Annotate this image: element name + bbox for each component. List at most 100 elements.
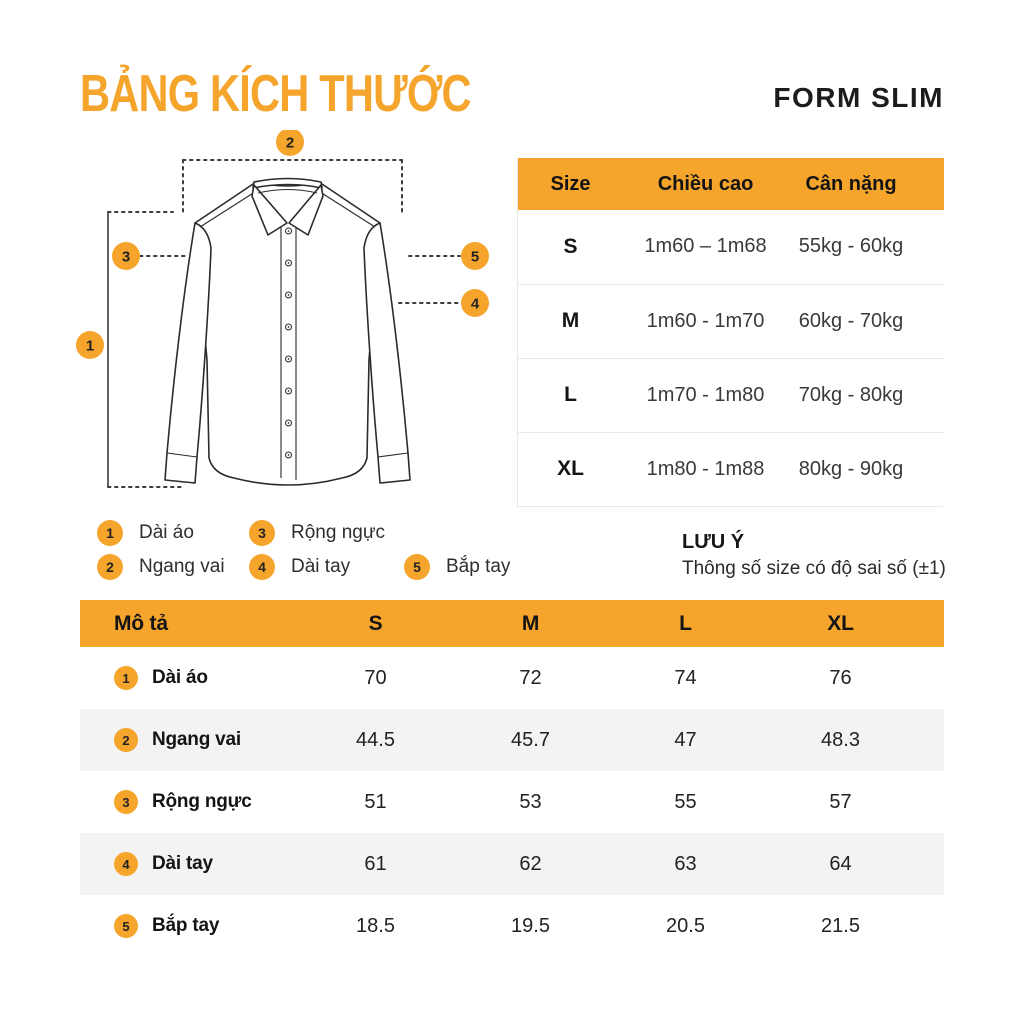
col-header-xl: XL [763, 600, 918, 647]
value-cell: 44.5 [298, 709, 453, 771]
table-row-rong-nguc: 3 Rộng ngực 51 53 55 57 [80, 771, 944, 833]
shirt-collar [251, 177, 324, 236]
value-cell: 21.5 [821, 914, 860, 937]
weight-cell: 70kg - 80kg [788, 357, 944, 432]
spacer-cell [918, 647, 944, 709]
note-block: LƯU Ý Thông số size có độ sai số (±1) [682, 531, 946, 580]
note-title: LƯU Ý [682, 531, 745, 553]
shirt-right-sleeve [363, 222, 411, 484]
col-header-description: Mô tả [80, 600, 298, 647]
size-table: Size Chiều cao Cân nặng S 1m60 – 1m68 55… [518, 158, 944, 506]
legend-label: Bắp tay [446, 556, 511, 577]
weight-cell: 55kg - 60kg [788, 210, 944, 284]
col-header-weight: Cân nặng [788, 158, 944, 210]
header-spacer [918, 600, 944, 647]
legend-item-ngang-vai: 2 Ngang vai [97, 554, 225, 580]
diagram-marker-2: 2 [276, 130, 304, 156]
col-header-m: M [453, 600, 608, 647]
row-label: 5 Bắp tay [80, 914, 298, 938]
value-cell: 47 [608, 709, 763, 771]
legend-label: Rộng ngực [291, 522, 386, 543]
value-cell: 45.7 [453, 709, 608, 771]
shirt-placket [280, 223, 297, 480]
size-cell: S [518, 210, 623, 284]
dimension-guides [107, 159, 462, 488]
value-cell: 20.5 [666, 914, 705, 937]
row-label: 2 Ngang vai [80, 728, 298, 752]
value-cell: 63 [608, 833, 763, 895]
value-cell: 53 [519, 790, 542, 813]
value-cell: 72 [519, 666, 542, 689]
legend-label: Dài áo [139, 522, 194, 543]
marker-badge-4: 4 [114, 852, 138, 876]
size-table-header-row: Size Chiều cao Cân nặng [518, 158, 944, 210]
table-row-dai-tay: 4 Dài tay 61 62 63 64 [80, 833, 944, 895]
table-row-bap-tay: 5 Bắp tay 18.5 19.5 20.5 21.5 [80, 895, 944, 957]
note-text: Thông số size có độ sai số (±1) [682, 558, 946, 579]
value-cell: 18.5 [356, 914, 395, 937]
marker-badge-3: 3 [249, 520, 275, 546]
spacer-cell [918, 895, 944, 957]
legend-item-rong-nguc: 3 Rộng ngực [249, 520, 385, 546]
legend-label: Dài tay [291, 556, 351, 577]
legend-item-bap-tay: 5 Bắp tay [404, 554, 510, 580]
weight-cell: 60kg - 70kg [788, 283, 944, 358]
size-cell: L [518, 357, 623, 432]
spacer-cell [918, 833, 944, 895]
table-row-size-l: L 1m70 - 1m80 70kg - 80kg [518, 357, 944, 432]
value-cell: 61 [298, 833, 453, 895]
size-table-container: Size Chiều cao Cân nặng S 1m60 – 1m68 55… [517, 158, 944, 507]
legend-label: Ngang vai [139, 556, 225, 577]
value-cell: 64 [763, 833, 918, 895]
table-row-dai-ao: 1 Dài áo 70 72 74 76 [80, 647, 944, 709]
form-style-label: FORM SLIM [773, 82, 944, 113]
value-cell: 57 [829, 790, 852, 813]
legend-item-dai-tay: 4 Dài tay [249, 554, 350, 580]
size-cell: M [518, 283, 623, 358]
height-cell: 1m70 - 1m80 [623, 357, 788, 432]
svg-text:2: 2 [286, 135, 294, 152]
value-cell: 48.3 [763, 709, 918, 771]
marker-badge-5: 5 [404, 554, 430, 580]
height-cell: 1m60 - 1m70 [623, 283, 788, 358]
diagram-marker-1: 1 [76, 331, 104, 359]
measurement-header-row: Mô tả S M L XL [80, 600, 944, 647]
value-cell: 76 [829, 666, 852, 689]
table-row-ngang-vai: 2 Ngang vai 44.5 45.7 47 48.3 [80, 709, 944, 771]
value-cell: 70 [364, 666, 387, 689]
marker-badge-2: 2 [114, 728, 138, 752]
value-cell: 51 [364, 790, 387, 813]
svg-text:1: 1 [86, 338, 94, 355]
value-cell: 62 [453, 833, 608, 895]
value-cell: 19.5 [511, 914, 550, 937]
svg-text:3: 3 [122, 249, 130, 266]
col-header-l: L [608, 600, 763, 647]
col-header-s: S [298, 600, 453, 647]
table-row-size-s: S 1m60 – 1m68 55kg - 60kg [518, 210, 944, 284]
measurement-table: Mô tả S M L XL 1 Dài áo 70 72 74 76 [80, 600, 944, 957]
marker-badge-2: 2 [97, 554, 123, 580]
col-header-height: Chiều cao [623, 158, 788, 210]
row-label: 3 Rộng ngực [80, 790, 298, 814]
height-cell: 1m60 – 1m68 [623, 210, 788, 284]
row-label: 1 Dài áo [80, 666, 298, 690]
value-cell: 74 [674, 666, 697, 689]
svg-text:4: 4 [471, 296, 480, 313]
svg-text:5: 5 [471, 249, 479, 266]
table-row-size-xl: XL 1m80 - 1m88 80kg - 90kg [518, 431, 944, 506]
spacer-cell [918, 771, 944, 833]
diagram-marker-3: 3 [112, 242, 140, 270]
shirt-body [194, 181, 381, 486]
diagram-marker-4: 4 [461, 289, 489, 317]
height-cell: 1m80 - 1m88 [623, 431, 788, 506]
spacer-cell [918, 709, 944, 771]
legend-item-dai-ao: 1 Dài áo [97, 520, 194, 546]
shirt-left-sleeve [164, 222, 212, 484]
row-label: 4 Dài tay [80, 852, 298, 876]
marker-badge-5: 5 [114, 914, 138, 938]
weight-cell: 80kg - 90kg [788, 431, 944, 506]
value-cell: 55 [674, 790, 697, 813]
diagram-marker-5: 5 [461, 242, 489, 270]
size-cell: XL [518, 431, 623, 506]
